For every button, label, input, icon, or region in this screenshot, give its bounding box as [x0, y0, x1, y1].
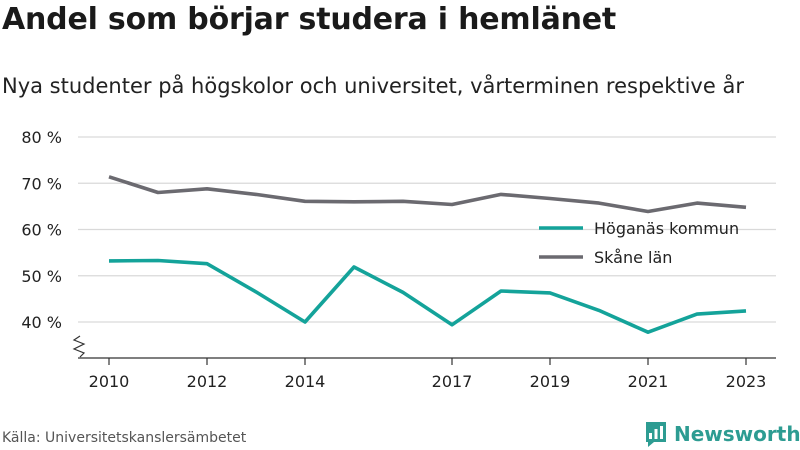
- x-tick-label: 2017: [432, 372, 473, 391]
- brand-name: Newsworthy: [674, 422, 800, 446]
- y-tick-label: 60 %: [21, 221, 62, 240]
- newsworthy-logo-icon: [646, 422, 666, 447]
- x-tick-label: 2023: [726, 372, 767, 391]
- legend-label: Skåne län: [594, 248, 672, 267]
- axis-break-zigzag-icon: [72, 335, 86, 358]
- x-tick-label: 2019: [530, 372, 571, 391]
- brand: Newsworthy: [644, 420, 800, 448]
- x-tick-label: 2010: [89, 372, 130, 391]
- chart-subtitle: Nya studenter på högskolor och universit…: [2, 74, 744, 98]
- series-line-hoganas: [108, 258, 747, 335]
- chart-title: Andel som börjar studera i hemlänet: [2, 2, 617, 37]
- x-tick-label: 2014: [285, 372, 326, 391]
- source-note: Källa: Universitetskanslersämbetet: [2, 430, 247, 446]
- x-tick-label: 2021: [628, 372, 669, 391]
- y-tick-label: 50 %: [21, 267, 62, 286]
- x-tick-label: 2012: [187, 372, 228, 391]
- y-tick-label: 40 %: [21, 313, 62, 332]
- series-line-skane: [108, 175, 747, 214]
- y-tick-label: 80 %: [21, 128, 62, 147]
- legend-label: Höganäs kommun: [594, 219, 739, 238]
- y-tick-label: 70 %: [21, 174, 62, 193]
